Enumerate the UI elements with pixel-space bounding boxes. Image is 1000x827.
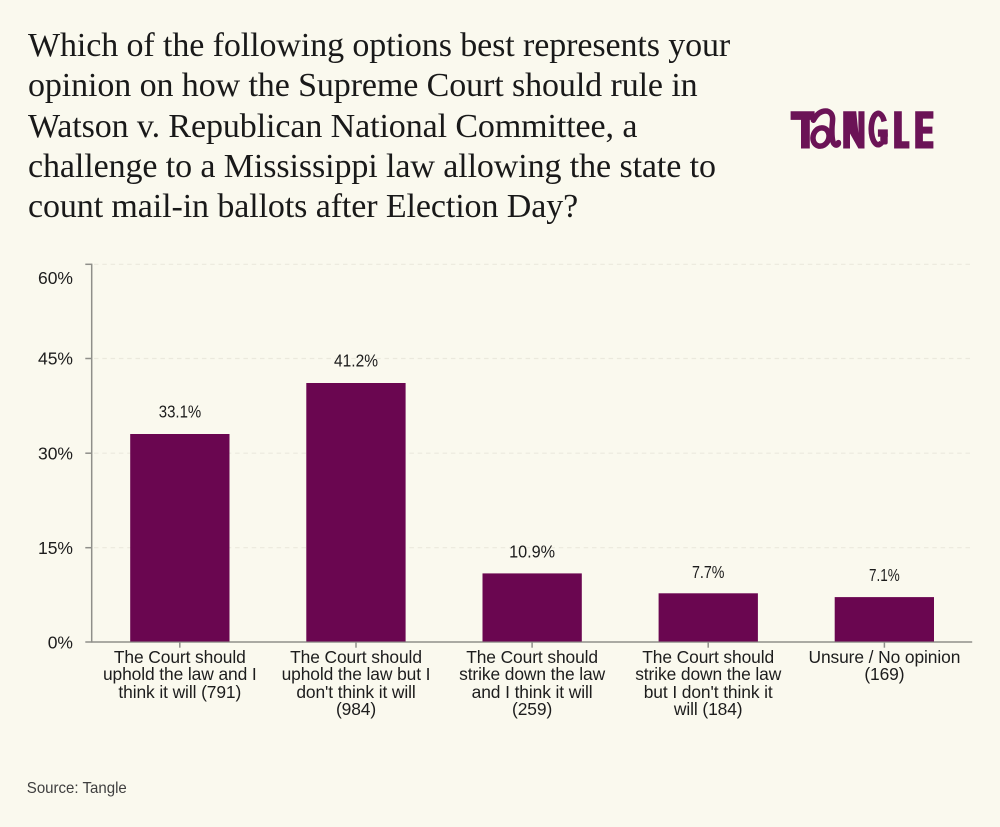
svg-text:41.2%: 41.2% bbox=[334, 350, 378, 370]
svg-text:10.9%: 10.9% bbox=[509, 541, 555, 561]
svg-text:0%: 0% bbox=[48, 633, 73, 653]
svg-text:33.1%: 33.1% bbox=[159, 401, 202, 421]
svg-text:7.1%: 7.1% bbox=[869, 565, 900, 585]
svg-text:30%: 30% bbox=[38, 443, 73, 463]
svg-text:45%: 45% bbox=[38, 349, 73, 369]
svg-text:7.7%: 7.7% bbox=[692, 562, 725, 582]
svg-text:60%: 60% bbox=[38, 268, 73, 288]
svg-text:15%: 15% bbox=[38, 538, 73, 558]
svg-text:Source: Tangle: Source: Tangle bbox=[27, 780, 127, 797]
